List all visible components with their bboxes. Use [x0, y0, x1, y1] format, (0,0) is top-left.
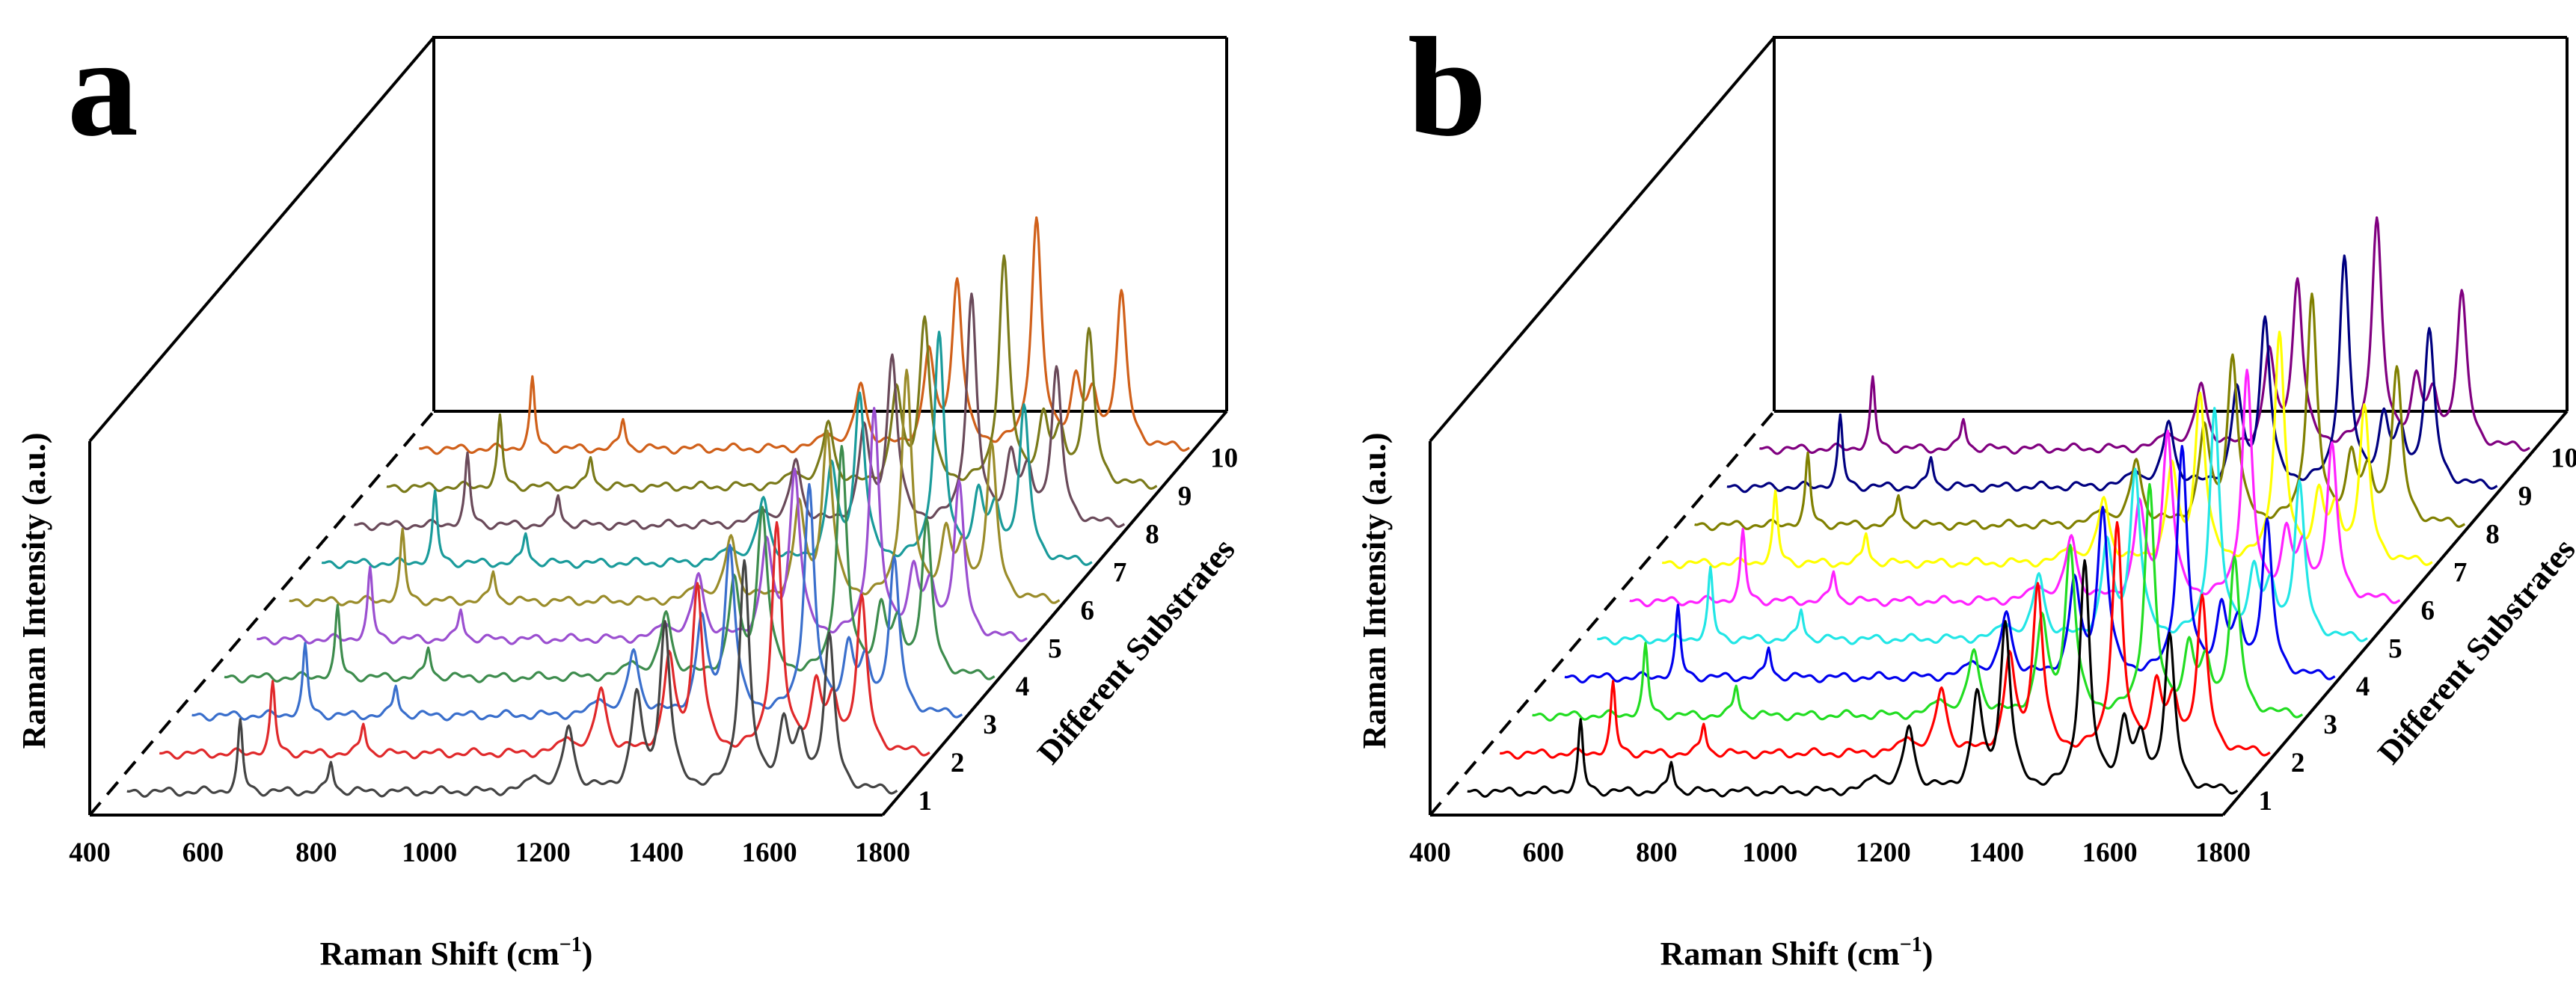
z-tick-label: 3: [983, 710, 997, 740]
z-tick-label: 6: [2421, 595, 2435, 626]
z-tick-label: 1: [919, 786, 933, 817]
back-wall: [432, 36, 1227, 411]
spectrum-line-1: [1467, 559, 2239, 798]
left-wall-top-edge: [1429, 36, 1776, 443]
z-tick-label: 7: [2453, 557, 2468, 588]
x-tick-label: 1600: [2082, 838, 2138, 868]
spectrum-line-10: [1759, 216, 2530, 455]
z-tick-label: 9: [2518, 482, 2533, 512]
left-wall-top-edge: [88, 36, 435, 443]
z-tick-label: 6: [1081, 595, 1095, 626]
spectrum-line-1: [126, 559, 898, 798]
z-tick-label: 1: [2259, 786, 2273, 817]
axes-frame: [1429, 36, 2569, 817]
x-axis-title: Raman Shift (cm−1): [1660, 933, 1933, 972]
z-tick-label: 10: [1210, 443, 1238, 474]
z-tick-label: 2: [951, 748, 965, 778]
z-tick-label: 5: [1048, 633, 1062, 664]
substrate-axis: [881, 410, 1228, 817]
x-tick-label: 800: [295, 838, 337, 868]
x-tick-label: 1000: [1742, 838, 1797, 868]
z-tick-label: 3: [2323, 710, 2337, 740]
back-wall: [1773, 36, 2567, 411]
floor-left-edge: [88, 410, 435, 817]
spectrum-line-10: [419, 216, 1190, 455]
z-tick-label: 4: [2356, 671, 2370, 702]
z-tick-label: 4: [1016, 671, 1030, 702]
y-axis-title: Raman Intensity (a.u.): [1356, 433, 1393, 749]
z-tick-label: 8: [2485, 519, 2500, 550]
x-tick-label: 1000: [402, 838, 457, 868]
y-axis-title: Raman Intensity (a.u.): [16, 433, 52, 749]
x-tick-label: 400: [1409, 838, 1451, 868]
x-tick-label: 1800: [855, 838, 910, 868]
z-axis-title: Different Substrates: [1030, 531, 1242, 770]
x-tick-label: 1800: [2195, 838, 2251, 868]
x-tick-label: 1200: [515, 838, 571, 868]
x-tick-label: 1200: [1856, 838, 1911, 868]
x-tick-label: 600: [183, 838, 224, 868]
z-tick-label: 2: [2291, 748, 2305, 778]
z-tick-label: 5: [2388, 633, 2402, 664]
x-axis-title: Raman Shift (cm−1): [320, 933, 593, 972]
x-tick-label: 1400: [1969, 838, 2024, 868]
substrate-axis: [2221, 410, 2569, 817]
z-tick-label: 10: [2551, 443, 2576, 474]
panel-letter: a: [67, 9, 138, 166]
floor-left-edge: [1429, 410, 1776, 817]
z-tick-label: 7: [1113, 557, 1127, 588]
panel-letter: b: [1408, 9, 1487, 166]
x-tick-label: 600: [1523, 838, 1565, 868]
x-tick-label: 400: [69, 838, 111, 868]
x-tick-label: 800: [1636, 838, 1678, 868]
axes-frame: [88, 36, 1228, 817]
x-tick-label: 1400: [628, 838, 684, 868]
z-tick-label: 8: [1145, 519, 1159, 550]
z-tick-label: 9: [1178, 482, 1192, 512]
x-tick-label: 1600: [742, 838, 797, 868]
